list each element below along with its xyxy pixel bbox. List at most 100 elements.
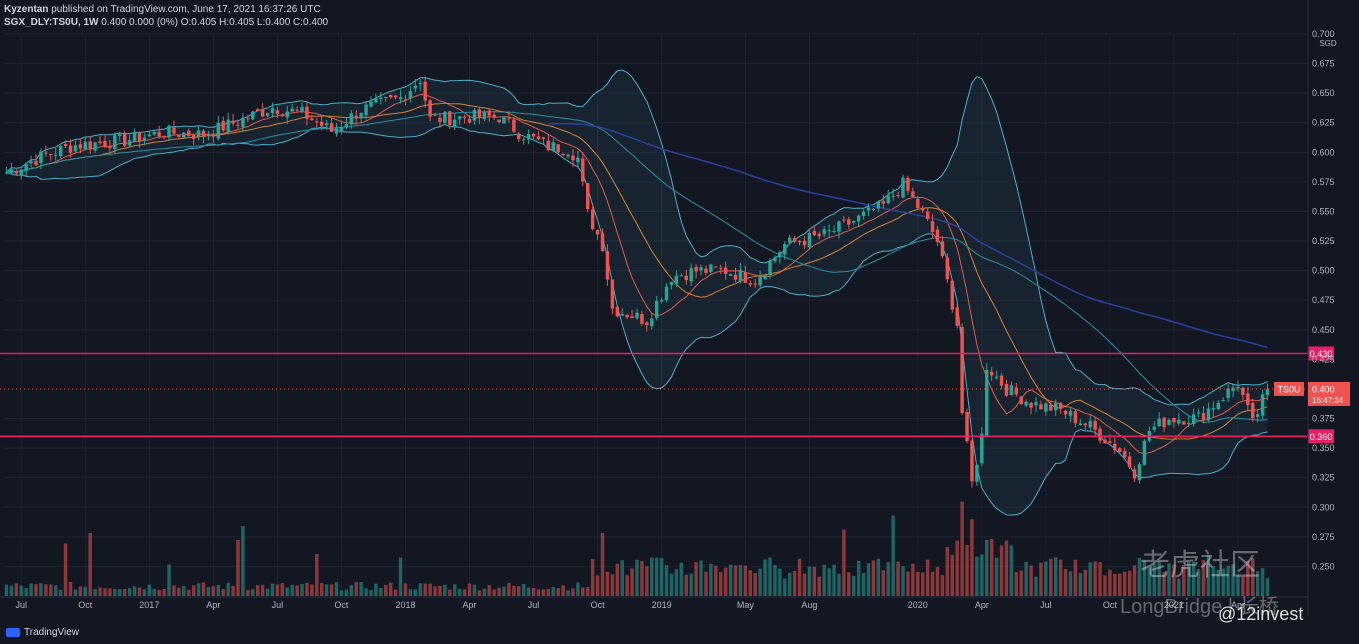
candle-body — [1083, 423, 1087, 426]
volume-bar — [53, 585, 58, 596]
candle-body — [83, 141, 88, 150]
volume-bar — [581, 587, 585, 596]
horizontal-levels[interactable]: 0.430 0.360 — [0, 346, 1334, 444]
symbol-label[interactable]: SGX_DLY:TS0U, 1W — [4, 17, 99, 28]
candle-body — [733, 274, 738, 280]
chart-header: Kyzentan published on TradingView.com, J… — [4, 3, 328, 29]
candle-body — [349, 113, 354, 125]
candle-body — [985, 369, 989, 436]
candle-body — [374, 98, 378, 103]
volume-bar — [251, 589, 255, 596]
candle-body — [847, 219, 851, 225]
candle-body — [610, 279, 615, 309]
candle-body — [344, 124, 349, 128]
volume-bar — [1024, 561, 1028, 596]
candle-body — [1137, 464, 1142, 481]
time-tick: Jul — [272, 600, 284, 610]
candle-body — [68, 145, 73, 153]
volume-bar — [935, 566, 940, 596]
volume-bar — [1083, 569, 1087, 596]
volume-bar — [940, 575, 945, 596]
volume-bar — [374, 583, 378, 596]
price-tick: 0.475 — [1312, 295, 1335, 305]
candle-body — [935, 229, 940, 242]
candle-body — [187, 130, 191, 137]
symbol-tag — [1274, 381, 1304, 396]
candle-body — [359, 112, 363, 118]
volume-bar — [778, 568, 782, 596]
time-tick: 2018 — [395, 600, 415, 610]
candle-body — [536, 136, 541, 140]
volume-bar — [369, 589, 373, 596]
time-axis[interactable]: Jul Oct 2017 Apr Jul Oct 2018 Apr Jul Oct 2019 May A… — [0, 596, 1308, 610]
volume-bar — [19, 585, 23, 596]
volume-bar — [462, 589, 467, 596]
time-tick: 2021 — [1164, 600, 1184, 610]
volume-bar — [743, 565, 748, 596]
candle-body — [167, 125, 171, 138]
volume-bar — [802, 573, 807, 596]
volume-bar — [1034, 576, 1038, 596]
candle-body — [93, 142, 97, 151]
candle-body — [507, 118, 511, 120]
longbridge-watermark: LongBridge | 长桥 — [1120, 596, 1279, 618]
candle-body — [645, 322, 649, 326]
candle-body — [196, 130, 201, 137]
volume-bar — [630, 568, 634, 596]
candle-body — [226, 119, 230, 132]
candle-body — [526, 133, 531, 140]
candle-body — [1226, 388, 1230, 399]
candle-body — [354, 115, 358, 119]
price-tick: 0.625 — [1312, 118, 1335, 128]
candle-body — [1004, 383, 1009, 396]
volume-bar — [891, 515, 895, 596]
candle-body — [103, 140, 107, 147]
candle-body — [492, 114, 496, 118]
volume-bar — [827, 568, 831, 596]
candle-body — [4, 172, 9, 174]
volume-bar — [4, 584, 9, 596]
candle-body — [654, 301, 659, 319]
candle-body — [260, 109, 265, 117]
volume-bar — [920, 572, 925, 596]
volume-bar — [1265, 577, 1270, 596]
grid — [4, 33, 1308, 596]
candle-body — [221, 120, 225, 131]
candle-body — [738, 269, 743, 281]
volume-bar — [866, 563, 871, 596]
candle-body — [920, 207, 925, 211]
candle-body — [310, 118, 314, 121]
volume-bar — [1236, 575, 1240, 596]
volume-bar — [1162, 572, 1166, 596]
candle-body — [1039, 404, 1043, 410]
volume-bar — [152, 588, 156, 596]
volume-bar — [315, 554, 319, 596]
volume-bar — [669, 573, 674, 596]
candle-body — [1078, 423, 1083, 426]
volume-bar — [1093, 561, 1097, 596]
volume-bar — [911, 563, 915, 596]
candle-body — [916, 198, 920, 208]
volume-bars — [4, 501, 1270, 596]
time-tick: Jul — [528, 600, 540, 610]
volume-bar — [34, 584, 38, 596]
tradingview-logo[interactable]: TradingView — [6, 627, 79, 638]
author-name[interactable]: Kyzentan — [4, 4, 49, 15]
candle-body — [443, 111, 447, 123]
candle-body — [384, 96, 388, 98]
volume-bar — [63, 543, 68, 596]
candle-body — [753, 283, 757, 285]
candle-body — [856, 215, 861, 222]
candle-body — [334, 128, 339, 134]
candle-body — [177, 135, 181, 137]
volume-bar — [1009, 545, 1014, 596]
volume-bar — [88, 533, 92, 596]
last-price-tag — [1308, 381, 1350, 406]
volume-bar — [132, 586, 137, 596]
volume-bar — [1108, 569, 1112, 596]
volume-bar — [428, 583, 432, 596]
volume-bar — [1098, 562, 1102, 596]
candle-body — [265, 113, 270, 116]
